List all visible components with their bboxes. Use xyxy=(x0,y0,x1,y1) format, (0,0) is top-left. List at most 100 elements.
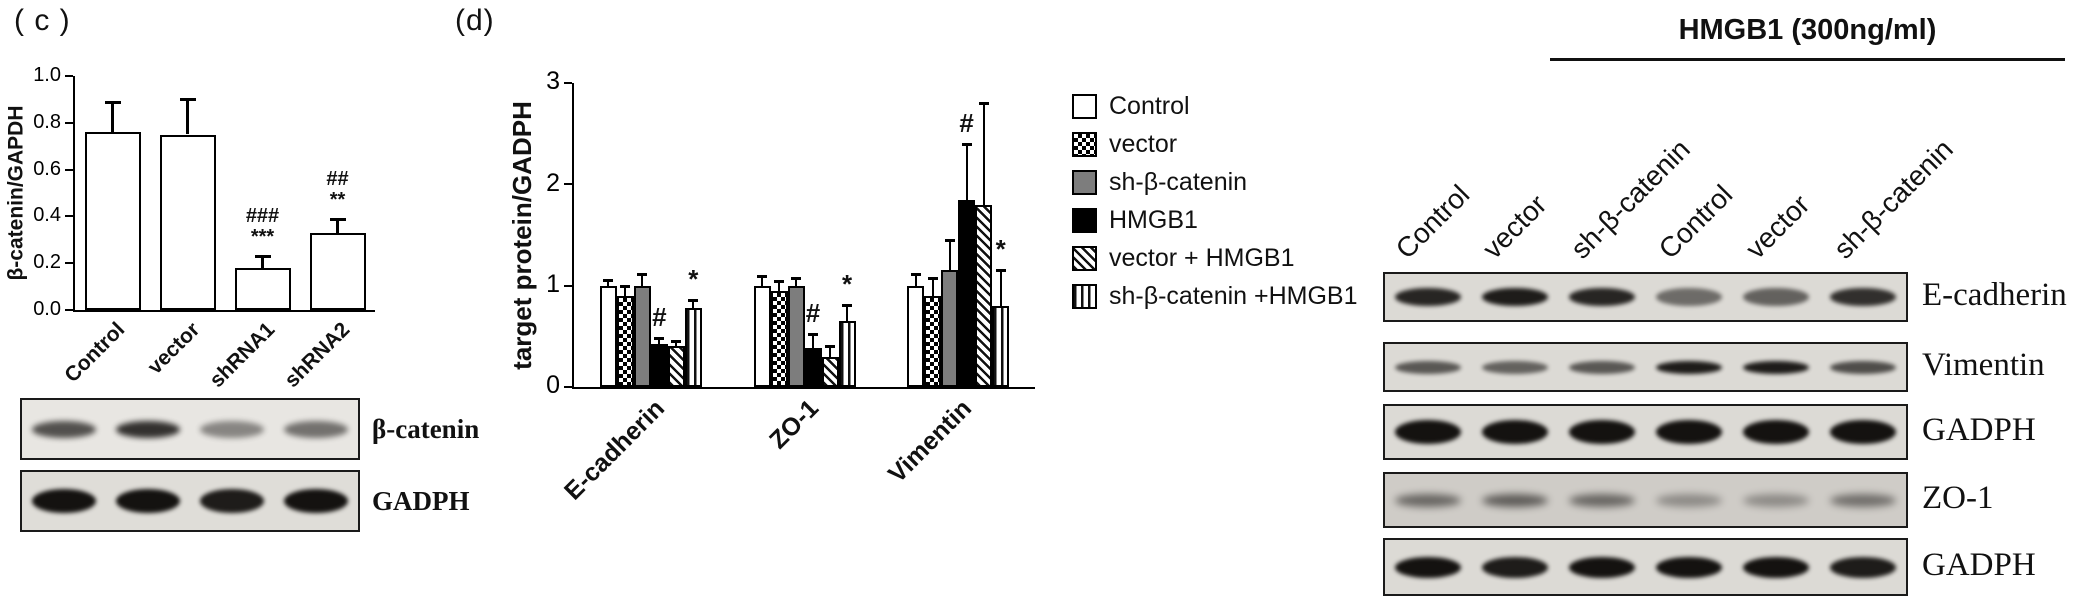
errcap xyxy=(671,340,682,344)
band xyxy=(1569,360,1636,374)
errcap xyxy=(825,345,835,349)
tickmark xyxy=(65,309,73,311)
errline xyxy=(658,338,661,345)
errline xyxy=(624,285,627,296)
gadph-blot-strip xyxy=(20,470,360,532)
tickmark xyxy=(65,215,73,218)
gadph-blot-label: GADPH xyxy=(372,486,470,516)
band xyxy=(1655,556,1722,578)
bar xyxy=(599,285,617,387)
errcap xyxy=(774,279,784,283)
bar xyxy=(924,295,942,387)
errcap xyxy=(654,337,665,341)
band xyxy=(1742,288,1809,306)
band xyxy=(1829,420,1896,444)
errline xyxy=(795,277,797,286)
wb-column-label-control-2: Control xyxy=(1652,178,1739,265)
y-axis-label-wrap: target protein/GADPH xyxy=(506,83,538,387)
errline xyxy=(965,143,968,200)
errline xyxy=(336,218,339,233)
band xyxy=(1829,288,1896,306)
axis-y xyxy=(572,83,574,389)
gadph-blot-strip-2 xyxy=(1383,538,1908,596)
band xyxy=(1655,420,1722,444)
errcap xyxy=(104,100,121,104)
band xyxy=(1482,493,1549,507)
bar xyxy=(753,285,771,387)
tickmark xyxy=(65,75,73,77)
errline xyxy=(261,256,264,268)
band xyxy=(1742,493,1809,507)
legend-label: Control xyxy=(1109,92,1190,120)
band xyxy=(1829,493,1896,507)
errline xyxy=(111,101,114,133)
legend-label: vector xyxy=(1109,130,1178,158)
band xyxy=(1829,556,1896,578)
errline xyxy=(829,346,831,357)
wb-column-label-sh-beta-catenin-2: sh-β-catenin xyxy=(1827,133,1959,265)
errline xyxy=(692,299,695,308)
xlabel: Vimentin xyxy=(883,394,978,489)
band xyxy=(284,420,348,438)
ann: * xyxy=(995,234,1006,265)
ytick: 0.2 xyxy=(33,251,61,274)
bar xyxy=(650,344,668,387)
band xyxy=(1395,493,1462,507)
bar xyxy=(941,270,959,387)
beta-catenin-blot-strip xyxy=(20,398,360,460)
wb-row-label-gadph-2: GADPH xyxy=(1922,547,2036,583)
errcap xyxy=(791,276,801,280)
errline xyxy=(812,334,814,349)
xlabel: E-cadherin xyxy=(558,394,670,506)
band xyxy=(200,489,264,513)
band xyxy=(1482,288,1549,306)
legend: Control vector sh-β-catenin HMGB1 vector… xyxy=(1072,92,1358,320)
ann: # xyxy=(652,302,667,333)
tickmark xyxy=(65,168,73,171)
errcap xyxy=(620,284,631,288)
tickmark xyxy=(65,262,73,265)
legend-swatch-vector-hmgb1 xyxy=(1072,246,1097,271)
band xyxy=(1655,288,1722,306)
errcap xyxy=(910,272,921,276)
band xyxy=(1742,360,1809,374)
panel-c-label: ( c ) xyxy=(14,4,71,37)
xlabel: ZO-1 xyxy=(763,394,824,455)
band xyxy=(1655,493,1722,507)
y-axis-label: target protein/GADPH xyxy=(506,100,537,370)
bar xyxy=(309,232,366,310)
bar xyxy=(234,267,291,310)
ann: # xyxy=(805,298,821,329)
ann: ### *** xyxy=(245,205,280,249)
errcap xyxy=(688,298,699,302)
axis-x xyxy=(73,310,375,312)
band xyxy=(1569,493,1636,507)
errcap xyxy=(961,142,972,146)
vimentin-blot-strip xyxy=(1383,342,1908,392)
wb-row-label-zo-1: ZO-1 xyxy=(1922,480,1994,516)
bar xyxy=(633,285,651,387)
bar xyxy=(992,305,1010,387)
errline xyxy=(999,270,1002,306)
errline xyxy=(675,341,678,347)
band xyxy=(1482,556,1549,578)
band xyxy=(1482,360,1549,374)
errcap xyxy=(757,274,767,278)
tickmark xyxy=(564,284,572,287)
beta-catenin-bar-chart: β-catenin/GAPDH 0.0 0.2 0.4 0.6 0.8 1.0 Contro… xyxy=(0,0,460,400)
wb-row-label-vimentin: Vimentin xyxy=(1922,347,2045,383)
legend-item: HMGB1 xyxy=(1072,206,1358,235)
tickmark xyxy=(564,82,572,84)
errcap xyxy=(995,269,1006,273)
ytick: 0 xyxy=(546,371,560,400)
legend-item: Control xyxy=(1072,92,1358,121)
errline xyxy=(641,273,644,286)
legend-label: HMGB1 xyxy=(1109,206,1198,234)
band xyxy=(32,420,96,438)
bar xyxy=(907,285,925,387)
errcap xyxy=(978,102,989,106)
errcap xyxy=(329,217,346,221)
band xyxy=(284,489,348,513)
errcap xyxy=(637,272,648,276)
